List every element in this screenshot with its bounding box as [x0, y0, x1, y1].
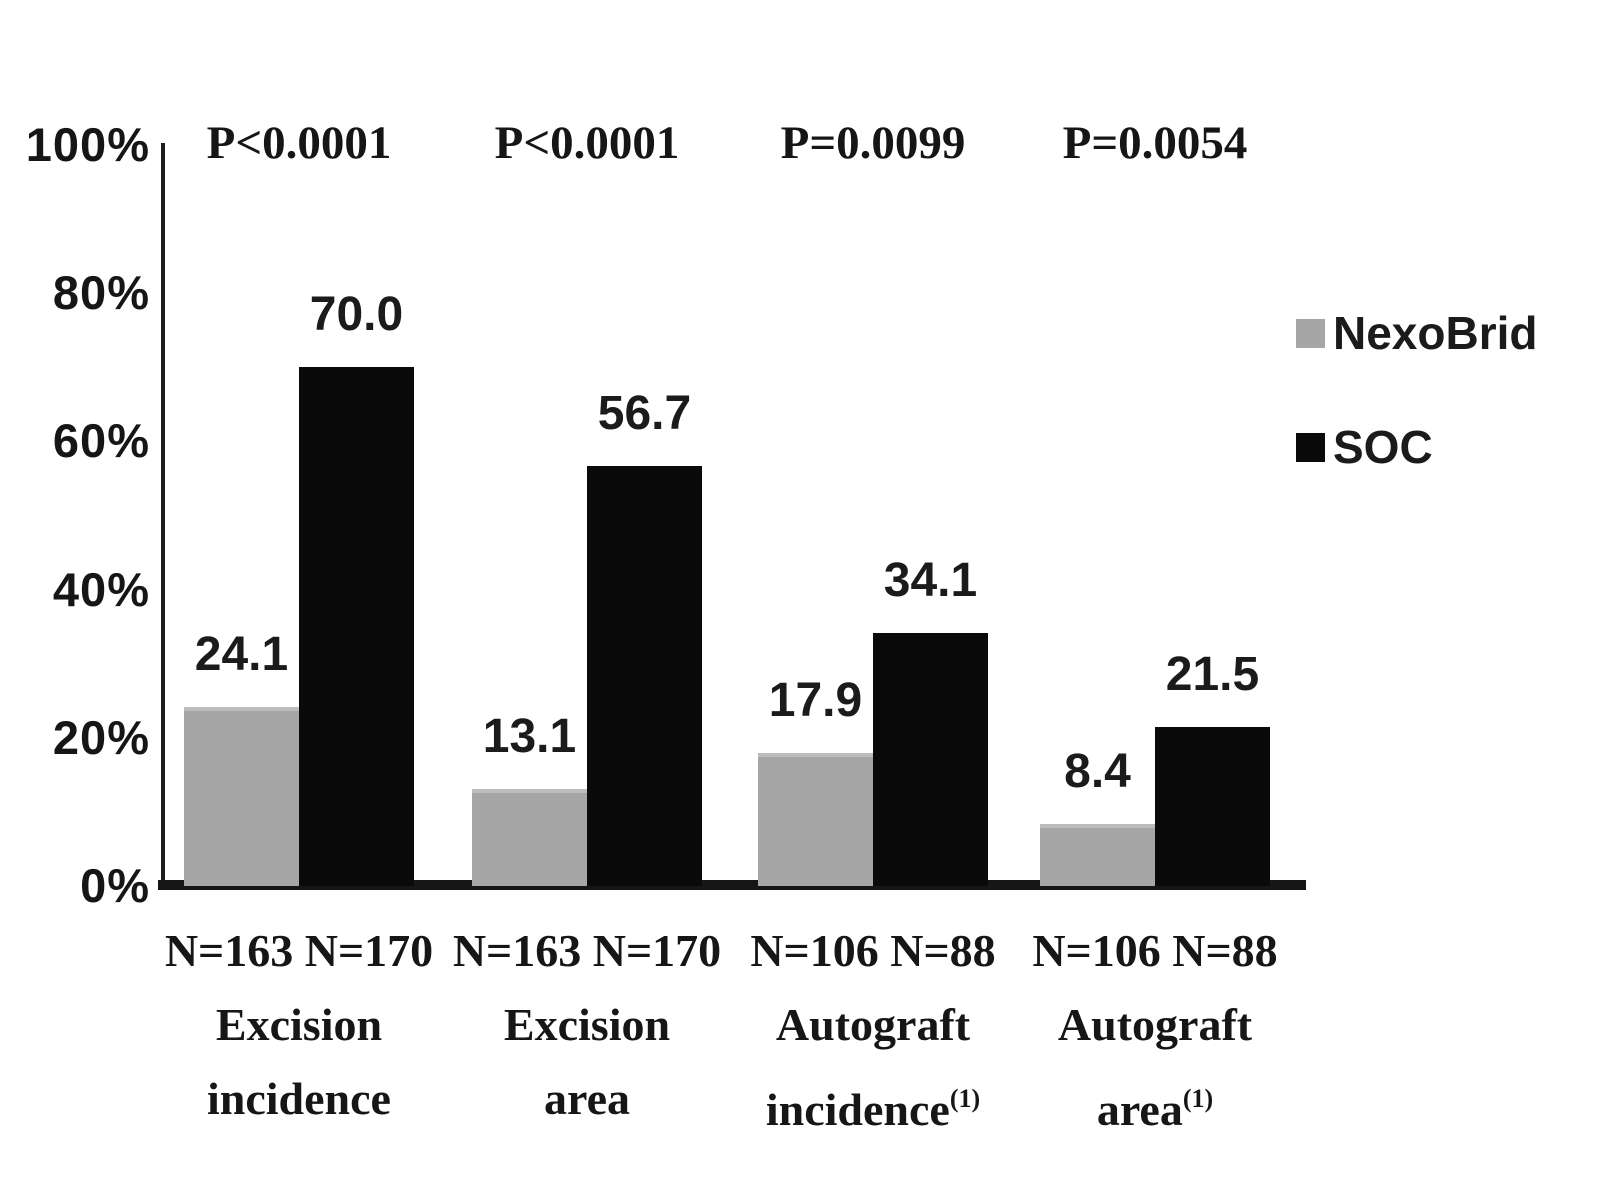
category-label-group1: N=163 N=170 Excision incidence	[139, 914, 459, 1136]
legend-swatch-soc	[1296, 432, 1325, 462]
y-tick-label: 40%	[52, 562, 150, 616]
category-label-group3: N=106 N=88 Autograft incidence(1)	[713, 914, 1033, 1147]
value-label-nexobrid-group1: 24.1	[194, 628, 289, 681]
y-tick-label: 80%	[52, 266, 150, 320]
bar-soc-group4	[1155, 727, 1270, 886]
value-label-nexobrid-group4: 8.4	[1064, 745, 1131, 798]
n-counts-label: N=163 N=170	[452, 925, 722, 976]
y-tick-label: 20%	[52, 710, 150, 764]
value-label-soc-group1: 70.0	[309, 288, 404, 341]
legend-swatch-nexobrid	[1296, 318, 1325, 348]
category-line-1: Excision	[215, 999, 383, 1050]
category-line-1: Autograft	[1057, 999, 1253, 1050]
p-value-label: P=0.0054	[1062, 117, 1248, 169]
n-counts-label: N=163 N=170	[164, 925, 434, 976]
legend-item-soc: SOC	[1296, 420, 1537, 474]
category-line-1: Excision	[503, 999, 671, 1050]
bar-nexobrid-group2	[472, 789, 587, 886]
value-label-soc-group3: 34.1	[883, 554, 978, 607]
y-axis-line	[161, 143, 165, 886]
footnote-marker: (1)	[1182, 1084, 1214, 1113]
y-tick-label: 0%	[80, 859, 150, 912]
p-value-label: P=0.0099	[780, 117, 966, 169]
y-tick-label: 100%	[25, 118, 150, 171]
category-line-2: area	[543, 1073, 630, 1124]
legend-label: NexoBrid	[1333, 307, 1538, 359]
p-value-label: P<0.0001	[494, 117, 680, 169]
category-line-2: incidence(1)	[765, 1084, 981, 1135]
bar-nexobrid-group4	[1040, 824, 1155, 886]
p-value-label: P<0.0001	[206, 117, 392, 169]
bar-soc-group1	[299, 367, 414, 886]
legend-item-nexobrid: NexoBrid	[1296, 306, 1537, 360]
legend: NexoBrid SOC	[1296, 306, 1537, 474]
n-counts-label: N=106 N=88	[750, 925, 996, 976]
bar-soc-group3	[873, 633, 988, 886]
bar-nexobrid-group1	[184, 707, 299, 886]
value-label-soc-group2: 56.7	[597, 387, 692, 440]
legend-label: SOC	[1333, 421, 1433, 473]
footnote-marker: (1)	[949, 1084, 981, 1113]
value-label-nexobrid-group2: 13.1	[482, 710, 577, 763]
category-line-1: Autograft	[775, 999, 971, 1050]
category-line-2: incidence	[207, 1073, 391, 1124]
n-counts-label: N=106 N=88	[1032, 925, 1278, 976]
value-label-nexobrid-group3: 17.9	[768, 674, 863, 727]
bar-soc-group2	[587, 466, 702, 886]
y-tick-label: 60%	[52, 414, 150, 468]
value-label-soc-group4: 21.5	[1165, 648, 1260, 701]
bar-nexobrid-group3	[758, 753, 873, 886]
category-label-group2: N=163 N=170 Excision area	[427, 914, 747, 1136]
category-label-group4: N=106 N=88 Autograft area(1)	[995, 914, 1315, 1147]
x-axis-line	[158, 880, 1306, 890]
category-line-2: area(1)	[1096, 1084, 1214, 1135]
